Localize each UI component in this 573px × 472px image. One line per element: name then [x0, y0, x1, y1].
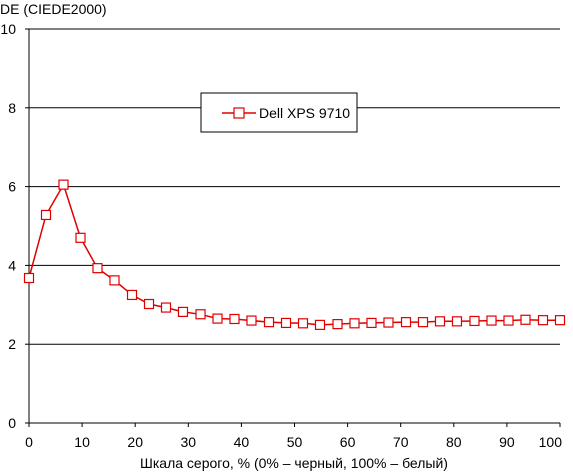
data-point — [332, 319, 343, 330]
x-tick-label-40: 40 — [234, 434, 250, 450]
data-point — [486, 315, 497, 326]
data-point — [383, 317, 394, 328]
data-point — [58, 179, 69, 190]
x-tick-label-10: 10 — [74, 434, 90, 450]
y-tick-label-0: 0 — [8, 415, 16, 431]
x-tick-label-0: 0 — [25, 434, 33, 450]
data-point — [297, 318, 309, 329]
data-point — [451, 316, 463, 327]
data-point — [434, 316, 446, 327]
data-point — [349, 318, 360, 329]
data-point — [177, 306, 189, 317]
data-point — [160, 302, 172, 313]
data-point — [263, 317, 275, 328]
x-tick-label-50: 50 — [287, 434, 303, 450]
y-tick-label-2: 2 — [8, 336, 16, 352]
x-tick-label-90: 90 — [499, 434, 515, 450]
data-point — [520, 314, 531, 325]
x-tick-label-100: 100 — [539, 434, 563, 450]
x-tick-label-20: 20 — [127, 434, 143, 450]
legend: Dell XPS 9710 — [200, 92, 358, 133]
grid-lines — [29, 28, 560, 345]
y-tick-label-4: 4 — [8, 257, 16, 273]
x-tick-label-60: 60 — [340, 434, 356, 450]
x-tick-labels: 0 10 20 30 40 50 60 70 80 90 100 — [25, 434, 562, 450]
data-point — [503, 315, 514, 326]
data-point — [229, 313, 240, 325]
data-point — [109, 275, 120, 286]
y-tick-label-6: 6 — [8, 179, 16, 195]
data-point — [366, 317, 377, 329]
data-point — [537, 315, 549, 326]
data-point — [246, 315, 257, 326]
data-point — [75, 232, 86, 243]
x-axis-title: Шкала серого, % (0% – черный, 100% – бел… — [140, 455, 448, 471]
data-point — [554, 315, 566, 326]
data-point — [126, 289, 138, 301]
y-axis-title: DE (CIEDE2000) — [0, 1, 107, 17]
x-tick-label-30: 30 — [181, 434, 197, 450]
y-tick-labels: 0 2 4 6 8 10 — [0, 21, 16, 431]
data-point — [400, 317, 412, 328]
data-point — [469, 315, 480, 327]
x-tick-label-70: 70 — [393, 434, 409, 450]
legend-series-label: Dell XPS 9710 — [259, 105, 350, 121]
data-point — [92, 263, 103, 274]
data-series — [23, 179, 566, 330]
data-point — [195, 309, 206, 320]
legend-series-marker — [233, 107, 245, 119]
data-point — [280, 317, 292, 329]
data-point — [417, 317, 429, 328]
data-point — [23, 272, 35, 284]
x-tick-label-80: 80 — [446, 434, 462, 450]
data-point — [212, 313, 223, 324]
y-tick-label-8: 8 — [8, 100, 16, 116]
data-point — [143, 298, 155, 310]
axes — [25, 28, 561, 427]
data-point — [40, 209, 52, 221]
y-tick-label-10: 10 — [0, 21, 16, 37]
data-point — [314, 319, 326, 330]
